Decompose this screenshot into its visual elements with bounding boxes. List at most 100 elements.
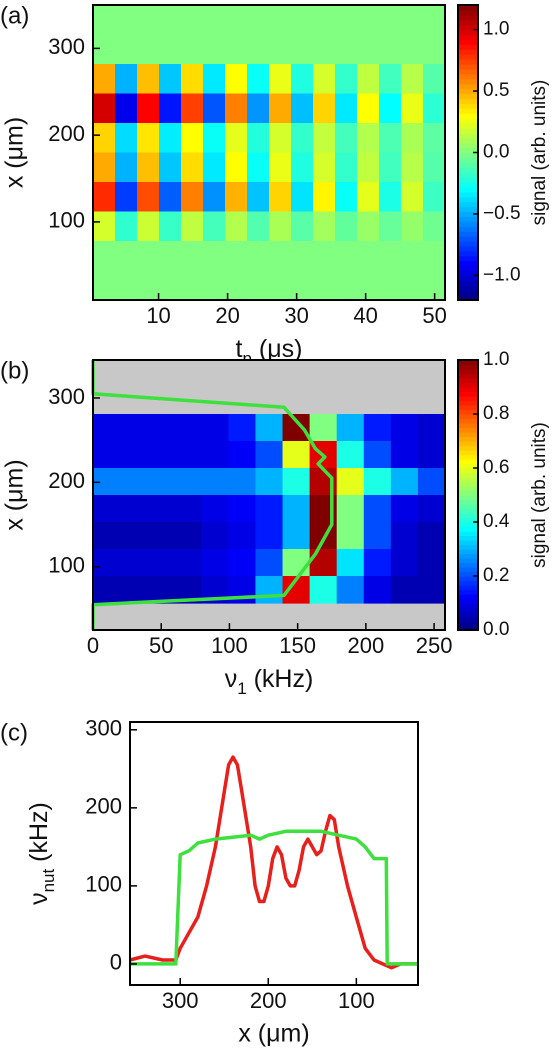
colorbar-step (458, 201, 478, 208)
colorbar-step (458, 29, 478, 36)
colorbar-step (458, 260, 478, 267)
colorbar-step (458, 616, 478, 622)
heatmap-cell (120, 522, 148, 550)
heatmap-cell (247, 64, 270, 95)
heatmap-cell (93, 241, 116, 272)
colorbar-step (458, 39, 478, 45)
heatmap-cell (93, 5, 116, 36)
heatmap-cell (401, 152, 424, 183)
colorbar-step (458, 603, 478, 609)
colorbar-step (458, 450, 478, 456)
colorbar-tick-label: 0.4 (483, 511, 510, 532)
colorbar-step (458, 540, 478, 546)
colorbar-step (458, 526, 478, 532)
heatmap-cell (137, 152, 160, 183)
heatmap-cell (228, 441, 257, 469)
colorbar-step (458, 236, 478, 242)
heatmap-cell (203, 182, 226, 213)
heatmap-cell (147, 468, 175, 496)
heatmap-cell (401, 123, 424, 154)
y-tick-label: 200 (48, 468, 85, 493)
colorbar-step (458, 88, 478, 95)
x-tick-label: 150 (279, 633, 316, 658)
heatmap-cell (203, 211, 226, 242)
colorbar-step (458, 265, 478, 272)
colorbar-step (458, 486, 478, 492)
heatmap-cell (282, 495, 311, 523)
heatmap-cell (335, 123, 358, 154)
heatmap-cell (120, 468, 148, 496)
colorbar-tick-label: 1.0 (483, 19, 509, 40)
heatmap-cell (423, 270, 446, 301)
colorbar-step (458, 250, 478, 257)
heatmap-cell (181, 5, 204, 36)
heatmap-cell (228, 549, 257, 577)
heatmap-cell (93, 182, 116, 213)
heatmap-cell (309, 522, 338, 550)
heatmap-cell (203, 241, 226, 272)
heatmap-cell (203, 123, 226, 154)
heatmap-cell (120, 414, 148, 442)
colorbar-step (458, 142, 478, 149)
heatmap-cell (423, 241, 446, 272)
heatmap-cell (159, 34, 182, 65)
colorbar-step (458, 137, 478, 144)
heatmap-cell (291, 93, 314, 124)
heatmap-cell (309, 576, 338, 604)
heatmap-cell (335, 5, 358, 36)
heatmap-cell (401, 34, 424, 65)
heatmap-cell (379, 34, 402, 65)
heatmap-cell (225, 270, 248, 301)
heatmap-cell (363, 441, 392, 469)
heatmap-cell (335, 241, 358, 272)
colorbar-step (458, 612, 478, 618)
heatmap-cell (247, 211, 270, 242)
heatmap-cell (228, 522, 257, 550)
heatmap-cell (401, 93, 424, 124)
heatmap-cell (291, 211, 314, 242)
colorbar-step (458, 400, 478, 406)
heatmap-cell (93, 152, 116, 183)
colorbar-step (458, 490, 478, 496)
heatmap-cell (147, 414, 175, 442)
colorbar-step (458, 255, 478, 262)
colorbar-tick-label: 0.5 (483, 80, 509, 101)
colorbar-step (458, 54, 478, 60)
colorbar-step (458, 118, 478, 124)
colorbar-step (458, 167, 478, 173)
heatmap-cell (423, 123, 446, 154)
y-tick-label: 100 (48, 553, 85, 578)
colorbar-step (458, 418, 478, 424)
x-tick-label: 50 (422, 303, 446, 328)
colorbar-step (458, 580, 478, 586)
heatmap-cell (159, 241, 182, 272)
colorbar-step (458, 432, 478, 438)
x-tick-label: 100 (338, 988, 375, 1013)
heatmap-cell (225, 93, 248, 124)
colorbar-tick-label: 0.6 (483, 457, 509, 478)
heatmap-cell (225, 152, 248, 183)
heatmap-cell (137, 5, 160, 36)
y-tick-label: 300 (85, 716, 122, 741)
y-axis-label: νnut (kHz) (25, 802, 58, 905)
heatmap-cell (291, 182, 314, 213)
heatmap-cell (309, 549, 338, 577)
x-axis-label-part: t (236, 335, 243, 363)
heatmap-cell (269, 182, 292, 213)
colorbar-step (458, 364, 478, 370)
colorbar-step (458, 123, 478, 129)
heatmap-cell (93, 576, 121, 604)
heatmap-cell (357, 241, 380, 272)
heatmap-cell (181, 152, 204, 183)
heatmap-cell (93, 441, 121, 469)
heatmap-cell (159, 152, 182, 183)
x-axis-label-part: p (242, 349, 251, 368)
colorbar-step (458, 576, 478, 582)
heatmap-cell (181, 241, 204, 272)
heatmap-cell (147, 522, 175, 550)
colorbar-step (458, 549, 478, 555)
heatmap-cell (390, 468, 419, 496)
y-tick-label: 100 (48, 208, 85, 233)
heatmap-cell (269, 211, 292, 242)
colorbar-step (458, 49, 478, 55)
